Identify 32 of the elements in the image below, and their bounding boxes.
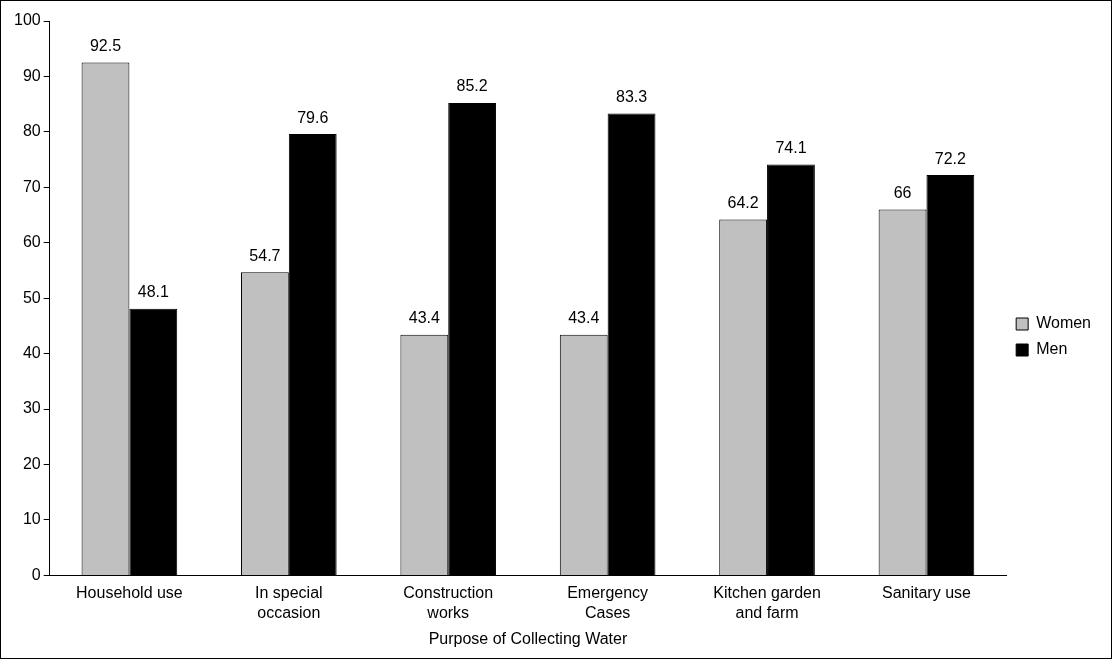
data-label: 92.5: [89, 36, 122, 54]
data-label: 83.3: [615, 87, 648, 105]
legend-label: Women: [1036, 314, 1092, 332]
data-label: 79.6: [297, 108, 329, 126]
legend-label: Men: [1036, 340, 1068, 358]
x-tick-label: Emergency Cases: [567, 584, 649, 621]
x-tick-label: Sanitary use: [881, 584, 972, 602]
data-label: 64.2: [727, 193, 759, 211]
x-axis-title: Purpose of Collecting Water: [428, 629, 628, 647]
y-tick-label: 100: [13, 11, 41, 29]
x-tick-label: Construction works: [403, 584, 494, 621]
data-label: 66: [893, 183, 912, 201]
y-tick-label: 30: [22, 399, 41, 417]
x-tick-label: In special occasion: [255, 584, 323, 621]
data-label: 43.4: [568, 309, 600, 327]
data-label: 85.2: [456, 77, 488, 95]
y-tick-label: 40: [22, 344, 41, 362]
y-tick-label: 50: [22, 288, 41, 306]
y-tick-label: 0: [31, 565, 41, 583]
data-label: 43.4: [408, 309, 440, 327]
y-tick-label: 70: [22, 177, 41, 195]
x-tick-label: Kitchen garden and farm: [713, 584, 821, 621]
data-label: 74.1: [775, 139, 807, 156]
data-label: 48.1: [137, 283, 169, 301]
y-tick-label: 60: [22, 233, 41, 251]
data-label: 72.2: [934, 149, 967, 167]
y-tick-label: 10: [22, 510, 41, 528]
y-tick-label: 20: [22, 454, 41, 472]
y-tick-label: 90: [22, 66, 41, 84]
y-tick-label: 80: [22, 122, 41, 140]
x-tick-label: Household use: [76, 584, 183, 602]
data-label: 54.7: [249, 246, 281, 264]
